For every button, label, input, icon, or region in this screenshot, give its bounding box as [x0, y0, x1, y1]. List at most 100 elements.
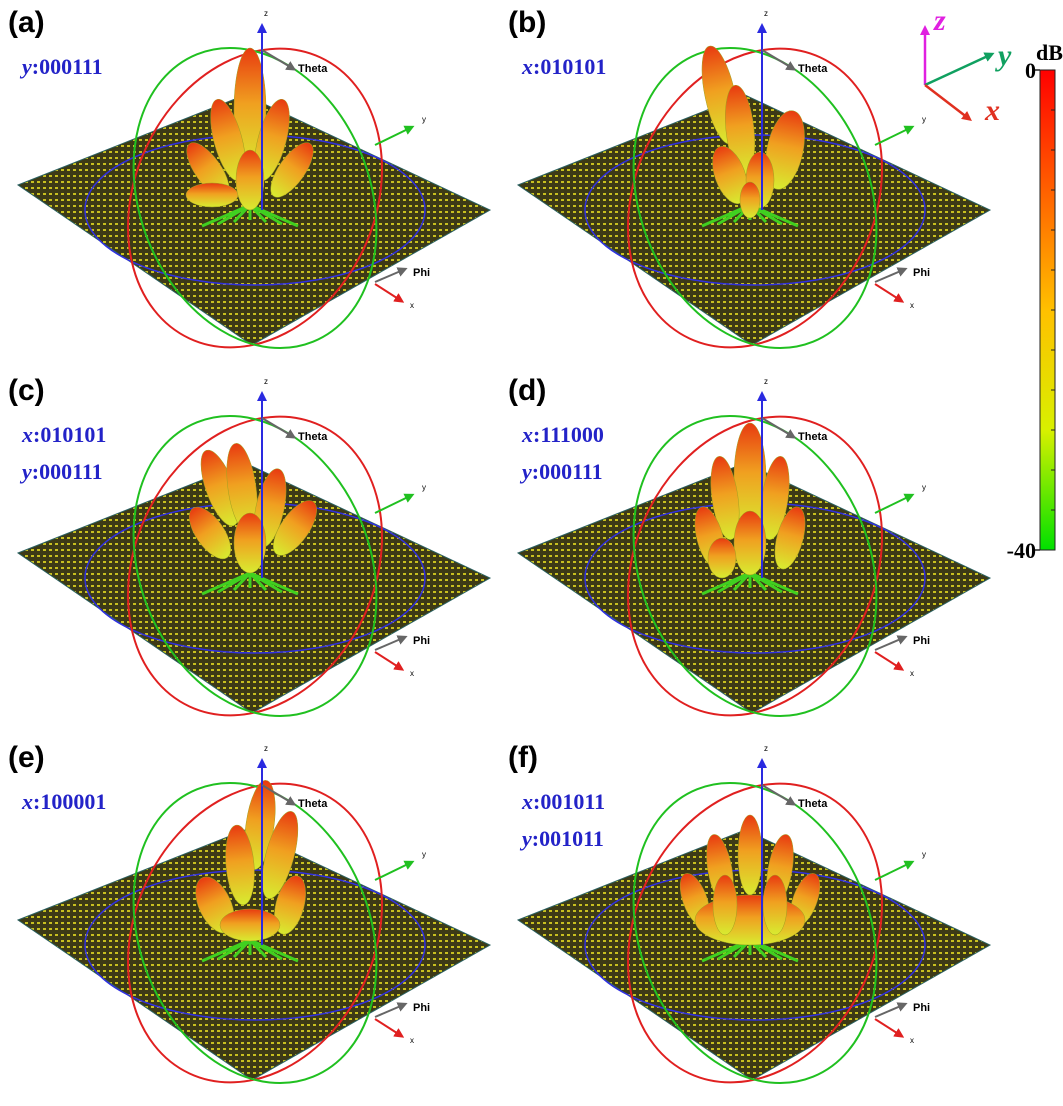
code-bits: :000111 — [32, 459, 103, 484]
code-bits: :001011 — [532, 826, 604, 851]
colorbar-tick-label: -40 — [1007, 538, 1036, 563]
panel-label: (b) — [508, 6, 546, 39]
code-line: x:100001 — [21, 789, 106, 814]
y-arrow — [375, 863, 410, 880]
y-arrow — [875, 863, 910, 880]
z-axis-label: z — [764, 377, 768, 386]
lobe — [713, 875, 737, 935]
y-arrow — [875, 496, 910, 513]
z-axis-label: z — [264, 377, 268, 386]
z-axis-label: z — [264, 9, 268, 18]
legend-x-label: x — [984, 94, 1000, 127]
colorbar-title: dB — [1036, 40, 1063, 65]
panel-label: (c) — [8, 374, 45, 407]
code-line: y:000111 — [19, 54, 103, 79]
x-axis-label: x — [410, 669, 414, 678]
theta-arrow — [262, 418, 292, 436]
phi-label: Phi — [413, 1002, 430, 1014]
phi-label: Phi — [913, 1002, 930, 1014]
theta-label: Theta — [798, 798, 828, 810]
theta-arrow — [762, 50, 792, 68]
code-line: x:010101 — [521, 54, 606, 79]
code-axis: y — [519, 459, 532, 484]
y-axis-label: y — [422, 483, 426, 492]
theta-label: Theta — [298, 798, 328, 810]
code-axis: y — [519, 826, 532, 851]
theta-label: Theta — [798, 63, 828, 75]
panel-label: (e) — [8, 741, 45, 774]
legend-y-arrow — [925, 55, 990, 85]
lobe — [695, 895, 805, 945]
code-line: x:010101 — [21, 422, 106, 447]
code-axis: x — [21, 789, 33, 814]
code-line: y:000111 — [19, 459, 103, 484]
x-arrow — [375, 284, 400, 300]
lobe — [763, 875, 787, 935]
y-arrow — [875, 128, 910, 145]
x-arrow — [375, 1019, 400, 1035]
theta-label: Theta — [298, 431, 328, 443]
code-bits: :100001 — [33, 789, 106, 814]
y-arrow — [375, 496, 410, 513]
theta-label: Theta — [298, 63, 328, 75]
phi-label: Phi — [913, 267, 930, 279]
z-axis-label: z — [764, 744, 768, 753]
x-axis-label: x — [910, 669, 914, 678]
y-axis-label: y — [422, 850, 426, 859]
lobe — [236, 150, 264, 210]
legend-y-label: y — [995, 39, 1012, 72]
code-bits: :010101 — [33, 422, 106, 447]
lobe — [738, 815, 762, 895]
y-axis-label: y — [422, 115, 426, 124]
code-line: y:000111 — [519, 459, 603, 484]
code-line: x:001011 — [521, 789, 605, 814]
x-axis-label: x — [410, 301, 414, 310]
code-bits: :000111 — [32, 54, 103, 79]
phi-label: Phi — [413, 267, 430, 279]
figure: zThetayPhix(a)y:000111zThetayPhix(b)x:01… — [0, 0, 1063, 1106]
code-bits: :010101 — [533, 54, 606, 79]
legend-z-label: z — [933, 4, 946, 37]
y-axis-label: y — [922, 115, 926, 124]
lobe — [740, 182, 760, 218]
panel: zThetayPhix(e)x:100001 — [8, 741, 490, 1106]
phi-label: Phi — [413, 635, 430, 647]
code-axis: x — [521, 422, 533, 447]
z-axis-label: z — [264, 744, 268, 753]
phi-label: Phi — [913, 635, 930, 647]
y-axis-label: y — [922, 483, 926, 492]
code-axis: x — [521, 54, 533, 79]
panel: zThetayPhix(a)y:000111 — [8, 6, 490, 389]
code-axis: y — [19, 54, 32, 79]
x-axis-label: x — [910, 1036, 914, 1045]
panel: z Theta y Phi x (b) x:010101 — [508, 6, 990, 389]
x-arrow — [875, 284, 900, 300]
code-line: x:111000 — [521, 422, 604, 447]
y-axis-label: y — [922, 850, 926, 859]
panel-label: (d) — [508, 374, 546, 407]
coordinate-legend: zyx — [925, 4, 1012, 127]
code-bits: :001011 — [533, 789, 605, 814]
x-axis-label: x — [410, 1036, 414, 1045]
code-bits: :111000 — [533, 422, 604, 447]
code-axis: y — [19, 459, 32, 484]
panel-label: (a) — [8, 6, 45, 39]
code-axis: x — [521, 789, 533, 814]
z-axis-label: z — [764, 9, 768, 18]
x-arrow — [375, 652, 400, 668]
code-bits: :000111 — [532, 459, 603, 484]
code-line: y:001011 — [519, 826, 604, 851]
code-axis: x — [21, 422, 33, 447]
x-arrow — [875, 1019, 900, 1035]
x-arrow — [875, 652, 900, 668]
lobe — [186, 183, 238, 207]
theta-label: Theta — [798, 431, 828, 443]
lobe — [220, 909, 280, 941]
theta-arrow — [762, 418, 792, 436]
y-arrow — [375, 128, 410, 145]
lobe — [708, 538, 736, 578]
panel-label: (f) — [508, 741, 538, 774]
